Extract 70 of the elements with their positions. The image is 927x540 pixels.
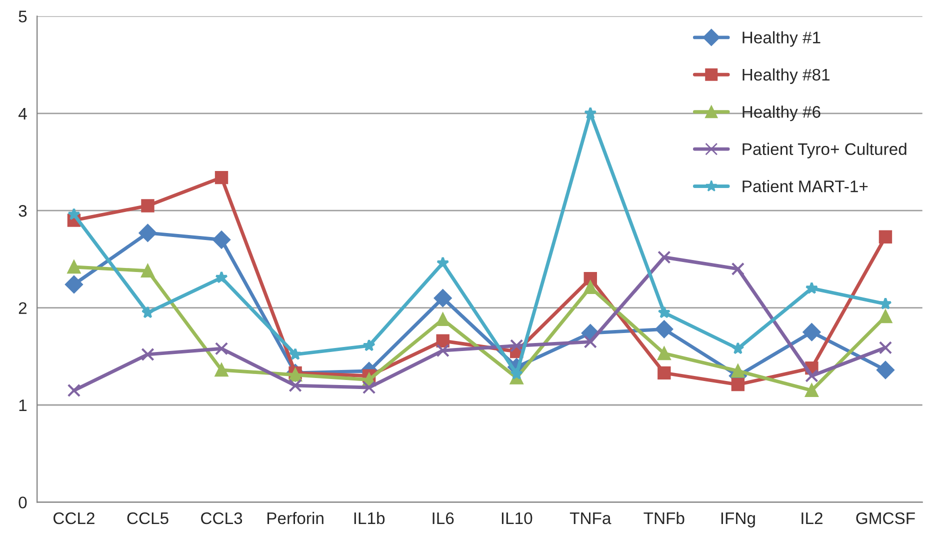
x-tick-label: IL2: [802, 512, 822, 524]
point: [584, 280, 597, 294]
x-tick-label: IFNg: [721, 512, 755, 528]
point: [141, 348, 154, 362]
point: [68, 208, 80, 220]
y-tick-label: 2: [18, 302, 27, 314]
point: [878, 341, 892, 354]
point: [876, 361, 894, 379]
legend-label: Healthy #81: [742, 68, 830, 84]
point: [731, 262, 745, 276]
point: [732, 342, 744, 354]
point: [510, 339, 524, 352]
x-tick-label: IL1b: [354, 512, 385, 524]
point: [214, 342, 228, 356]
point: [878, 310, 892, 324]
x-tick-label: Perforin: [267, 512, 324, 524]
legend-label: Patient MART-1+: [742, 180, 868, 192]
point: [658, 306, 670, 318]
point: [436, 256, 450, 269]
point: [288, 378, 302, 392]
legend-label: Patient Tyro+ Cultured: [742, 142, 906, 158]
point: [658, 250, 671, 264]
y-tick-label: 0: [18, 496, 27, 508]
point: [878, 230, 892, 244]
point: [658, 366, 671, 380]
x-tick-label: IL6: [432, 512, 454, 524]
point: [805, 369, 818, 382]
point: [141, 199, 154, 212]
point: [214, 170, 228, 184]
point: [65, 276, 83, 294]
point: [731, 364, 745, 378]
point: [436, 312, 450, 326]
legend-label: Healthy #1: [742, 31, 820, 47]
point: [510, 367, 523, 380]
point: [436, 334, 450, 348]
point: [67, 384, 81, 398]
y-tick-label: 3: [18, 205, 27, 217]
legend-label: Healthy #6: [742, 106, 820, 122]
point: [362, 339, 376, 352]
x-tick-label: IL10: [502, 512, 532, 524]
x-tick-label: CCL3: [201, 512, 242, 524]
point: [802, 323, 821, 341]
x-tick-label: CCL2: [54, 512, 94, 524]
point: [436, 344, 450, 358]
point: [434, 289, 452, 307]
y-tick-label: 1: [19, 400, 27, 412]
point: [212, 230, 230, 249]
point: [215, 271, 228, 284]
point: [141, 306, 154, 318]
x-tick-label: GMCSF: [856, 512, 915, 524]
point: [805, 384, 818, 398]
y-tick-label: 4: [18, 108, 27, 120]
point: [584, 335, 597, 348]
point: [584, 272, 597, 286]
x-tick-label: TNFa: [570, 512, 612, 524]
y-tick-label: 5: [18, 10, 27, 22]
x-tick-label: TNFb: [644, 512, 684, 524]
point: [731, 378, 745, 392]
point: [879, 297, 892, 310]
point: [805, 282, 818, 294]
point: [138, 224, 157, 242]
point: [214, 363, 228, 377]
point: [658, 346, 671, 360]
point: [584, 106, 597, 119]
point: [362, 380, 376, 394]
x-tick-label: CCL5: [127, 512, 168, 524]
point: [141, 264, 154, 278]
point: [288, 348, 302, 360]
point: [655, 320, 674, 338]
point: [67, 260, 81, 274]
